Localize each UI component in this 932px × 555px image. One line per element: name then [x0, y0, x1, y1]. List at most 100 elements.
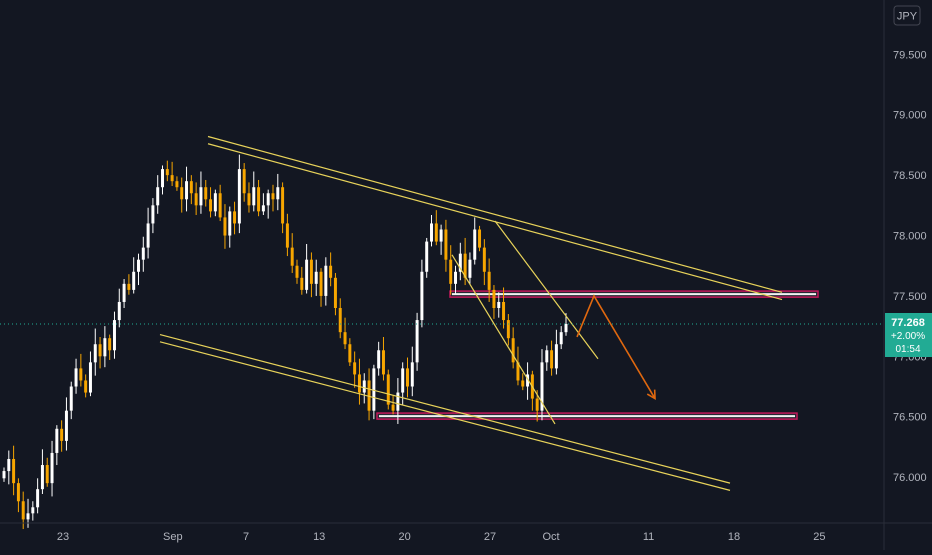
candle	[300, 266, 304, 295]
candle	[377, 341, 381, 376]
candle	[45, 457, 49, 487]
candle	[2, 467, 6, 482]
candle-body	[98, 344, 102, 357]
candle	[108, 334, 112, 360]
candle-body	[146, 223, 150, 248]
candle-body	[381, 350, 385, 375]
candle-body	[420, 271, 424, 321]
y-tick-label: 77.500	[893, 291, 927, 303]
candle	[223, 204, 227, 249]
candle-body	[165, 169, 169, 176]
candle-body	[31, 507, 35, 514]
candle-body	[290, 247, 294, 266]
candle-body	[506, 320, 510, 339]
upper-channel-line[interactable]	[207, 135, 783, 293]
candle	[112, 311, 116, 359]
candle-body	[141, 247, 145, 260]
candle	[69, 381, 73, 420]
candle	[497, 292, 501, 318]
candle	[132, 257, 136, 294]
candle-body	[84, 380, 88, 393]
candle-body	[261, 205, 265, 212]
candle-body	[329, 265, 333, 278]
candle	[386, 369, 390, 410]
currency-badge[interactable]: JPY	[893, 5, 921, 26]
candle	[353, 351, 357, 388]
candle-body	[554, 344, 558, 369]
candle-body	[348, 344, 352, 363]
candle-body	[372, 368, 376, 411]
candle	[122, 279, 126, 309]
candle	[261, 193, 265, 215]
candle	[16, 478, 20, 513]
candle	[209, 187, 213, 218]
candle-body	[276, 187, 280, 200]
candle	[161, 165, 165, 195]
candle	[526, 362, 530, 400]
x-tick-label: Sep	[163, 531, 183, 543]
candle-body	[257, 187, 261, 212]
candle-body	[386, 374, 390, 405]
candle-body	[362, 380, 366, 393]
candle	[449, 245, 453, 295]
candle	[319, 268, 323, 307]
candle-body	[487, 271, 491, 290]
x-tick-label: 18	[728, 531, 740, 543]
candle	[204, 179, 208, 207]
candle	[410, 346, 414, 397]
candle	[482, 239, 486, 286]
candle	[84, 374, 88, 398]
candle-body	[559, 332, 563, 345]
lower-channel-line-inner[interactable]	[159, 333, 731, 484]
candle	[64, 397, 68, 451]
candle	[88, 351, 92, 397]
projection-arrow[interactable]	[576, 294, 656, 399]
wedge-line-2[interactable]	[451, 254, 556, 425]
candle-body	[545, 350, 549, 363]
currency-badge-box	[893, 5, 921, 26]
x-tick-label: 25	[813, 531, 825, 543]
candle	[492, 285, 496, 319]
candle-body	[314, 271, 318, 284]
candle-body	[454, 271, 458, 284]
candle	[93, 328, 97, 376]
candle-body	[266, 193, 270, 206]
candle	[117, 288, 121, 328]
candle-body	[468, 259, 472, 278]
candle-body	[137, 259, 140, 272]
wedge-line-1[interactable]	[494, 220, 599, 360]
lower-channel-line[interactable]	[159, 341, 731, 491]
price-tag-box	[885, 313, 932, 357]
x-tick-label: 7	[243, 531, 249, 543]
candle-body	[209, 199, 213, 212]
candle	[511, 327, 515, 369]
projection-arrowhead	[646, 389, 656, 401]
candle-body	[353, 362, 357, 375]
candle	[338, 298, 342, 339]
y-tick-label: 78.500	[893, 170, 927, 182]
candle	[36, 478, 40, 514]
candle-body	[204, 187, 208, 200]
candle-body	[401, 368, 405, 393]
candle-body	[540, 362, 544, 411]
candle	[415, 312, 419, 371]
candle	[213, 189, 217, 217]
candle	[141, 236, 145, 272]
y-tick-label: 76.000	[893, 472, 927, 484]
candle-body	[516, 362, 520, 381]
candle-body	[112, 320, 116, 351]
candle	[50, 440, 54, 497]
candle	[170, 161, 174, 187]
candle-body	[463, 253, 467, 278]
candle-body	[511, 338, 515, 363]
candle	[357, 358, 361, 405]
candle	[165, 160, 169, 182]
candle-body	[343, 332, 347, 345]
candle-body	[93, 344, 97, 363]
candle-body	[439, 229, 443, 242]
candle-body	[281, 187, 285, 224]
candle-body	[45, 465, 49, 484]
candle	[137, 253, 140, 286]
